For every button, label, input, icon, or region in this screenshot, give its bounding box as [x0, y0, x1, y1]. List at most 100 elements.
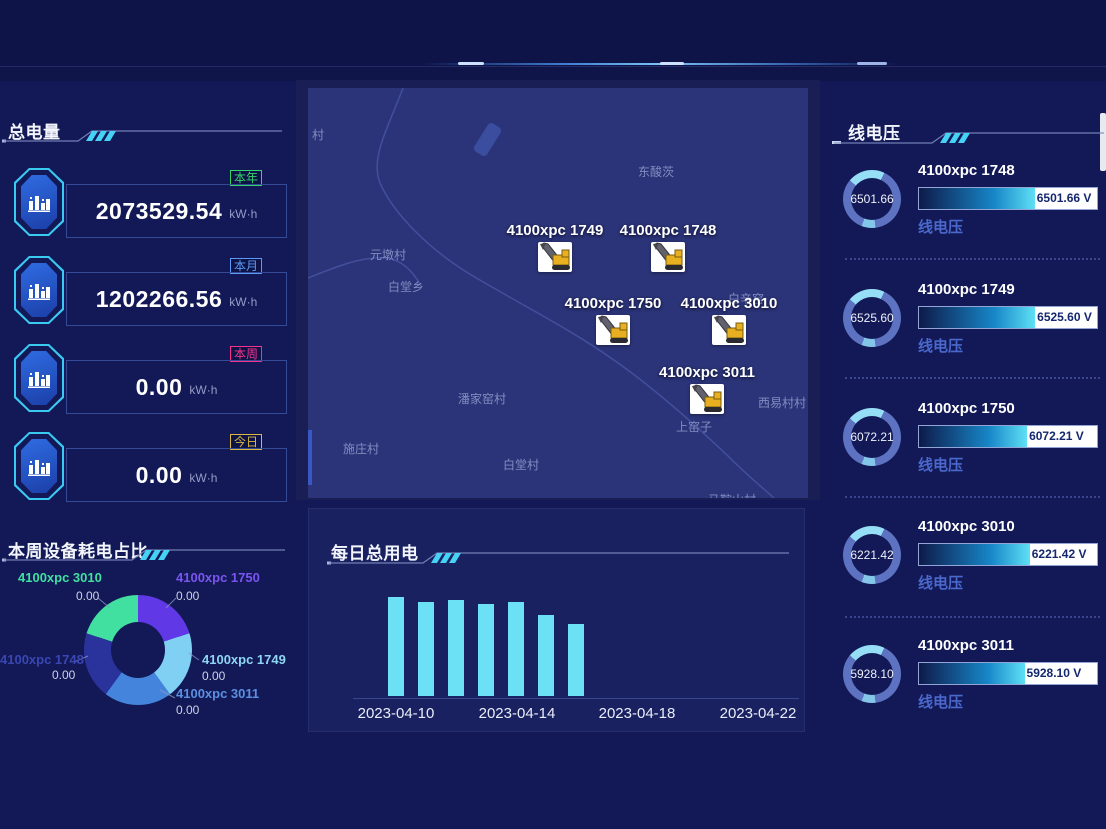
daily-bar — [448, 600, 464, 696]
voltage-bar: 6221.42 V — [918, 543, 1098, 566]
device-name: 4100xpc 1749 — [918, 281, 1015, 298]
pie-value: 0.00 — [76, 589, 100, 603]
period-badge: 本年 — [229, 170, 262, 186]
voltage-bar-label: 6501.66 V — [1034, 188, 1097, 209]
device-label: 4100xpc 1750 — [564, 295, 662, 312]
stat-card-month: 本月 1202266.56 kW·h — [0, 254, 290, 326]
device-marker-1750[interactable]: 4100xpc 1750 — [553, 295, 673, 350]
pie-value: 0.00 — [52, 668, 76, 682]
map-place: 上窑子 — [676, 420, 713, 434]
bar-chart-icon — [14, 344, 64, 412]
voltage-bar: 6072.21 V — [918, 425, 1098, 448]
bar-chart-icon — [14, 168, 64, 236]
row-separator — [845, 377, 1100, 379]
voltage-row-1750: 6072.21 4100xpc 1750 6072.21 V 线电压 — [843, 400, 1100, 500]
voltage-bar-fill — [919, 663, 1025, 684]
header-dash — [458, 62, 484, 65]
weekly-pie-title: 本周设备耗电占比 — [8, 542, 148, 561]
energy-value-box: 1202266.56 kW·h — [66, 272, 287, 326]
energy-value-box: 0.00 kW·h — [66, 360, 287, 414]
title-underline-decoration — [327, 551, 791, 565]
daily-usage-panel: 每日总用电 2023-04-10 2023-04-14 2023-04-18 2… — [308, 508, 805, 732]
ring-value: 6221.42 — [850, 548, 894, 562]
ring-value: 5928.10 — [850, 667, 894, 681]
device-marker-3011[interactable]: 4100xpc 3011 — [647, 364, 767, 419]
weekly-pie-donut — [84, 595, 192, 705]
voltage-ring-gauge: 5928.10 — [843, 645, 901, 703]
energy-unit: kW·h — [189, 383, 218, 397]
device-label: 4100xpc 1749 — [506, 222, 604, 239]
voltage-bar-label: 6221.42 V — [1029, 544, 1097, 565]
energy-unit: kW·h — [189, 471, 218, 485]
voltage-bar: 5928.10 V — [918, 662, 1098, 685]
device-marker-1749[interactable]: 4100xpc 1749 — [495, 222, 615, 277]
device-marker-1748[interactable]: 4100xpc 1748 — [608, 222, 728, 277]
daily-bar — [568, 624, 584, 696]
voltage-bar-fill — [919, 188, 1035, 209]
voltage-ring-gauge: 6501.66 — [843, 170, 901, 228]
excavator-icon — [690, 384, 724, 414]
daily-bar — [478, 604, 494, 696]
voltage-ring-gauge: 6221.42 — [843, 526, 901, 584]
map-edge-streak — [308, 430, 312, 485]
stat-card-today: 今日 0.00 kW·h — [0, 430, 290, 502]
energy-unit: kW·h — [229, 207, 258, 221]
energy-value: 2073529.54 — [95, 197, 223, 224]
bar-chart-icon — [14, 256, 64, 324]
voltage-sub-label: 线电压 — [918, 694, 964, 711]
header-dash — [660, 62, 684, 65]
device-name: 4100xpc 3010 — [918, 518, 1015, 535]
energy-value-box: 2073529.54 kW·h — [66, 184, 287, 238]
scrollbar-thumb[interactable] — [1100, 113, 1106, 171]
map-place: 西易村村 — [758, 396, 807, 410]
voltage-title: 线电压 — [848, 124, 901, 143]
energy-value: 1202266.56 — [95, 285, 223, 312]
pie-value: 0.00 — [176, 589, 200, 603]
x-axis-line — [353, 698, 799, 699]
voltage-row-3010: 6221.42 4100xpc 3010 6221.42 V 线电压 — [843, 518, 1100, 618]
title-underline-decoration — [832, 131, 1106, 145]
ring-value: 6525.60 — [850, 311, 894, 325]
map-place: 村 — [312, 128, 325, 142]
period-badge: 本周 — [229, 346, 262, 362]
device-marker-3010[interactable]: 4100xpc 3010 — [669, 295, 789, 350]
device-label: 4100xpc 3011 — [659, 364, 755, 381]
map-panel: 村 东酸茨 元墩村 白堂乡 白辛窑 潘家窑村 西易村村 上窑子 施庄村 白堂村 … — [296, 80, 820, 500]
voltage-row-1748: 6501.66 4100xpc 1748 6501.66 V 线电压 — [843, 162, 1100, 262]
x-axis-tick: 2023-04-22 — [719, 705, 797, 722]
energy-value-box: 0.00 kW·h — [66, 448, 287, 502]
excavator-icon — [712, 315, 746, 345]
daily-bar — [538, 615, 554, 696]
excavator-icon — [538, 242, 572, 272]
map-place: 白堂村 — [503, 458, 540, 472]
device-name: 4100xpc 1748 — [918, 162, 1015, 179]
voltage-ring-gauge: 6525.60 — [843, 289, 901, 347]
donut-hole — [111, 622, 165, 678]
pie-label: 4100xpc 3011 — [176, 686, 260, 701]
voltage-sub-label: 线电压 — [918, 338, 964, 355]
pie-value: 0.00 — [202, 669, 226, 683]
bar-chart-icon — [14, 432, 64, 500]
title-underline-decoration — [2, 129, 284, 143]
top-bar — [0, 0, 1106, 66]
x-axis-tick: 2023-04-18 — [598, 705, 676, 722]
pie-label: 4100xpc 1748 — [0, 652, 84, 667]
map-place: 元墩村 — [370, 248, 407, 262]
device-name: 4100xpc 1750 — [918, 400, 1015, 417]
energy-value: 0.00 — [135, 461, 183, 488]
voltage-row-1749: 6525.60 4100xpc 1749 6525.60 V 线电压 — [843, 281, 1100, 381]
excavator-icon — [651, 242, 685, 272]
daily-bar — [508, 602, 524, 696]
stat-card-year: 本年 2073529.54 kW·h — [0, 166, 290, 238]
stat-card-week: 本周 0.00 kW·h — [0, 342, 290, 414]
pie-value: 0.00 — [176, 703, 200, 717]
pie-label: 4100xpc 1749 — [202, 652, 286, 667]
voltage-bar-fill — [919, 307, 1036, 328]
title-underline-decoration — [2, 548, 287, 562]
pie-label: 4100xpc 1750 — [176, 570, 260, 585]
voltage-sub-label: 线电压 — [918, 219, 964, 236]
total-energy-title: 总电量 — [8, 123, 61, 142]
voltage-sub-label: 线电压 — [918, 575, 964, 592]
map-place: 白堂乡 — [388, 280, 425, 294]
row-separator — [845, 258, 1100, 260]
